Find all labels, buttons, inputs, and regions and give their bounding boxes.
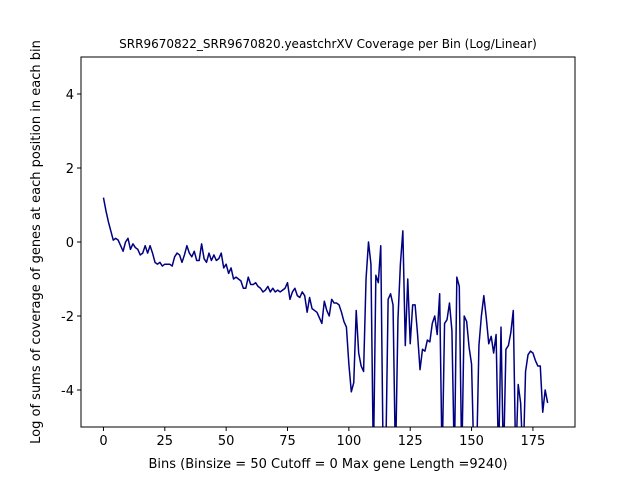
x-tick-label: 25: [157, 434, 174, 449]
x-tick-label: 50: [218, 434, 235, 449]
x-tick-label: 175: [520, 434, 545, 449]
chart-title: SRR9670822_SRR9670820.yeastchrXV Coverag…: [119, 37, 537, 51]
y-tick-label: 0: [66, 236, 74, 251]
y-tick-label: 4: [66, 88, 74, 103]
y-tick-label: 2: [66, 162, 74, 177]
x-tick-label: 0: [99, 434, 107, 449]
y-axis-label: Log of sums of coverage of genes at each…: [29, 40, 44, 444]
x-tick-label: 100: [336, 434, 361, 449]
x-axis-label: Bins (Binsize = 50 Cutoff = 0 Max gene L…: [148, 457, 507, 472]
y-tick-label: -4: [61, 384, 74, 399]
x-tick-label: 125: [398, 434, 423, 449]
x-tick-label: 75: [279, 434, 296, 449]
plot-area: [102, 197, 549, 427]
y-tick-label: -2: [61, 310, 74, 325]
x-tick-label: 150: [459, 434, 484, 449]
data-line: [102, 197, 549, 427]
